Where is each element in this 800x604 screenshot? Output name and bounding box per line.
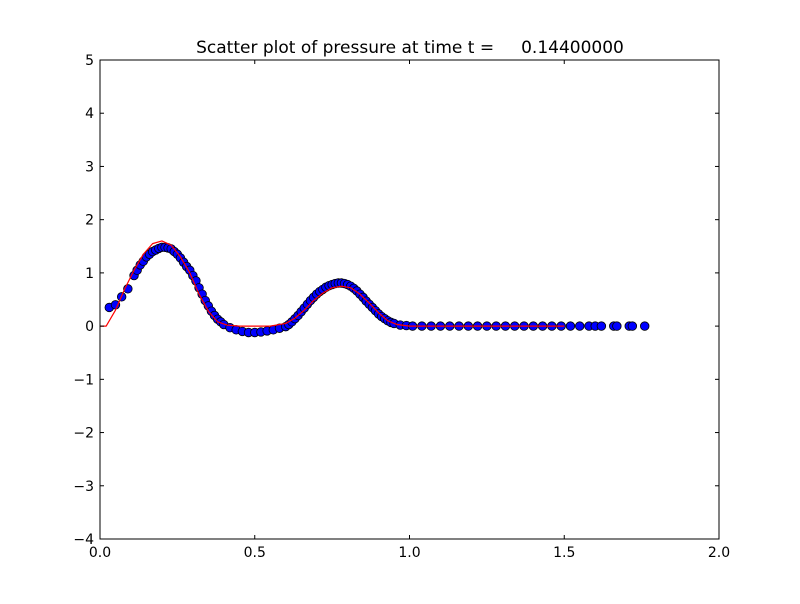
chart-title: Scatter plot of pressure at time t = 0.1… <box>196 38 624 58</box>
y-tick-label: 3 <box>85 159 94 175</box>
x-tick-label: 1.5 <box>553 545 575 561</box>
scatter-point <box>612 321 622 331</box>
x-tick-label: 1.0 <box>398 545 420 561</box>
scatter-point <box>627 321 638 331</box>
scatter-point <box>565 321 576 331</box>
y-tick-label: 5 <box>85 53 94 69</box>
scatter-point <box>575 321 585 331</box>
reference-line <box>100 240 565 327</box>
axis-ticks: 0.0 0.5 1.0 1.5 2.0 −4 −3 −2 −1 0 1 2 3 4 5 <box>73 53 730 561</box>
x-tick-label: 2.0 <box>708 545 730 561</box>
plot-area <box>100 240 650 338</box>
scatter-point <box>640 321 650 331</box>
y-tick-label: 4 <box>85 106 94 122</box>
y-tick-label: −3 <box>73 479 94 495</box>
y-tick-label: −1 <box>73 372 94 388</box>
scatter-point <box>596 321 607 331</box>
x-tick-label: 0.0 <box>89 545 111 561</box>
y-tick-label: −4 <box>73 532 94 548</box>
y-tick-label: 1 <box>85 266 94 282</box>
y-tick-label: 2 <box>85 213 94 229</box>
x-tick-label: 0.5 <box>244 545 266 561</box>
y-tick-label: 0 <box>85 319 94 335</box>
y-tick-label: −2 <box>73 426 94 442</box>
